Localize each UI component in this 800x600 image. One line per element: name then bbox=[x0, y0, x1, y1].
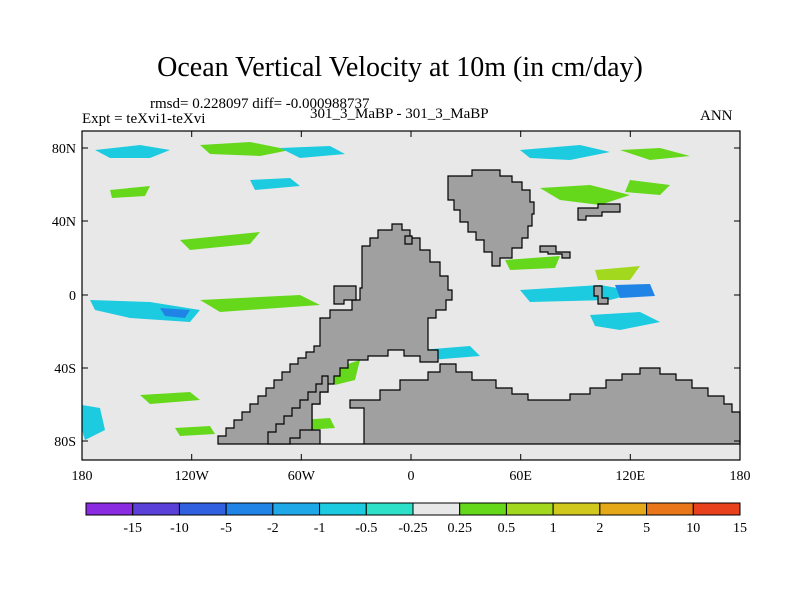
lon-tick-label: 60E bbox=[509, 469, 532, 484]
colorbar-box bbox=[646, 502, 694, 516]
cyan-patch-arctic bbox=[95, 145, 170, 158]
colorbar-box bbox=[319, 502, 367, 516]
cyan-patch-arctic-2 bbox=[280, 146, 345, 158]
green-patch-arctic bbox=[200, 142, 290, 156]
lon-tick-label: 120E bbox=[616, 469, 646, 484]
land-west-coast-strip bbox=[267, 375, 329, 445]
green-patch-npac bbox=[180, 232, 260, 250]
colorbar-box bbox=[272, 502, 321, 516]
colorbar: -15 -10 -5 -2 -1 -0.5 -0.25 0.25 0.5 1 2 5 10 15 bbox=[85, 502, 747, 536]
colorbar-box bbox=[599, 502, 648, 516]
colorbar-box bbox=[505, 502, 554, 516]
colorbar-labels: -15 -10 -5 -2 -1 -0.5 -0.25 0.25 0.5 1 2 5 10 15 bbox=[123, 521, 747, 536]
tick-marks bbox=[81, 131, 741, 460]
colorbar-label: -10 bbox=[170, 521, 189, 536]
cyan-patch-antarctic bbox=[82, 405, 105, 440]
green-patch-south bbox=[330, 360, 360, 385]
lat-tick-label: 40S bbox=[54, 362, 76, 377]
lime-patch-eq-ind bbox=[595, 266, 640, 280]
blue-patch-eq-ind bbox=[615, 284, 655, 298]
land-peninsula-east bbox=[539, 245, 571, 259]
cyan-patch-arctic-3 bbox=[520, 145, 610, 160]
green-patch-south-2 bbox=[140, 392, 200, 404]
colorbar-label: -0.5 bbox=[355, 521, 377, 536]
green-patch-arctic-2 bbox=[620, 148, 690, 160]
lat-tick-label: 0 bbox=[69, 289, 76, 304]
colorbar-boxes bbox=[85, 502, 741, 516]
colorbar-box bbox=[459, 502, 507, 516]
green-patch-eq-pac bbox=[200, 295, 320, 312]
plot-title: Ocean Vertical Velocity at 10m (in cm/da… bbox=[157, 52, 643, 83]
land-north-island bbox=[577, 203, 621, 221]
colorbar-label: 5 bbox=[643, 521, 650, 536]
lat-axis: 80N 40N 0 40S 80S bbox=[52, 142, 76, 450]
colorbar-box bbox=[365, 502, 414, 516]
cyan-patch-npac bbox=[250, 178, 300, 190]
colorbar-label: -0.25 bbox=[398, 521, 427, 536]
land-small-island-east bbox=[593, 285, 609, 305]
lon-tick-label: 60W bbox=[288, 469, 316, 484]
colorbar-box bbox=[178, 502, 227, 516]
colorbar-label: 1 bbox=[550, 521, 557, 536]
lon-tick-label: 120W bbox=[175, 469, 210, 484]
lon-tick-label: 180 bbox=[730, 469, 751, 484]
lon-tick-label: 0 bbox=[408, 469, 415, 484]
green-patch-eq-ind bbox=[505, 256, 560, 270]
colorbar-label: -5 bbox=[220, 521, 232, 536]
colorbar-box bbox=[85, 502, 134, 516]
colorbar-box bbox=[552, 502, 601, 516]
cyan-patch-seind bbox=[590, 312, 660, 330]
green-patch-natl-2 bbox=[625, 180, 670, 195]
colorbar-label: -15 bbox=[123, 521, 142, 536]
green-patch-natl bbox=[540, 185, 630, 205]
colorbar-box bbox=[412, 502, 461, 516]
land-america-antarctic bbox=[217, 223, 741, 445]
land-eurasia-north bbox=[447, 169, 535, 267]
lat-tick-label: 80S bbox=[54, 435, 76, 450]
experiment-label: Expt = teXvi1-teXvi bbox=[82, 111, 206, 127]
colorbar-box bbox=[132, 502, 180, 516]
colorbar-label: -1 bbox=[314, 521, 326, 536]
colorbar-box bbox=[692, 502, 741, 516]
stats-text: rmsd= 0.228097 diff= -0.000988737 bbox=[150, 96, 370, 112]
cyan-patch-eq-ind bbox=[520, 285, 640, 302]
lat-tick-label: 80N bbox=[52, 142, 76, 157]
green-patch-antarctic bbox=[175, 426, 215, 436]
land-masses bbox=[217, 169, 741, 445]
lon-tick-label: 180 bbox=[72, 469, 93, 484]
land-small-inlet bbox=[404, 235, 413, 245]
colorbar-label: 2 bbox=[596, 521, 603, 536]
colorbar-label: 10 bbox=[686, 521, 700, 536]
colorbar-label: -2 bbox=[267, 521, 279, 536]
colorbar-label: 0.5 bbox=[498, 521, 516, 536]
colorbar-box bbox=[225, 502, 274, 516]
blue-patch-eq-pac bbox=[160, 308, 190, 318]
season-label: ANN bbox=[700, 108, 733, 124]
case-label: 301_3_MaBP - 301_3_MaBP bbox=[310, 106, 489, 122]
map-panel bbox=[81, 130, 741, 461]
colorbar-label: 0.25 bbox=[447, 521, 472, 536]
green-patch-north bbox=[110, 186, 150, 198]
map-frame bbox=[81, 130, 741, 461]
colorbar-label: 15 bbox=[733, 521, 747, 536]
land-small-island-west bbox=[333, 285, 357, 305]
lat-tick-label: 40N bbox=[52, 215, 76, 230]
anomaly-field bbox=[82, 142, 740, 440]
lon-axis: 180 120W 60W 0 60E 120E 180 bbox=[72, 469, 751, 484]
